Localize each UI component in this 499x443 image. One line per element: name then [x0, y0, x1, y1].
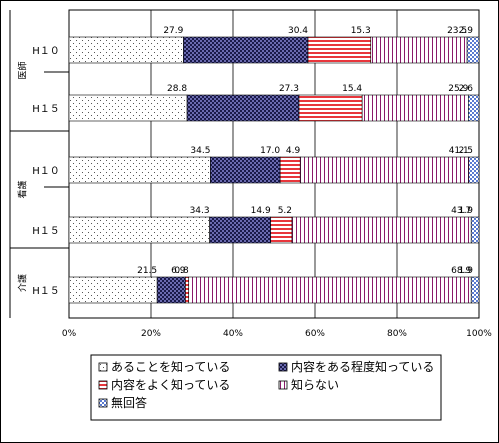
data-label: 34.3 [190, 206, 210, 216]
data-label: 2.6 [459, 84, 474, 94]
data-label: 21.5 [137, 266, 157, 276]
legend-label: 知らない [291, 378, 339, 392]
data-label: 6.9 [171, 266, 186, 276]
group-label: 医師 [17, 61, 29, 79]
data-label: 15.3 [351, 26, 371, 36]
bar-segment [209, 216, 272, 244]
bar-segment [188, 276, 472, 304]
legend-swatch [98, 362, 108, 372]
legend-swatch [98, 380, 108, 390]
bar-segment [186, 94, 300, 122]
row-label: H１０ [32, 166, 60, 177]
legend-label: 内容をある程度知っている [291, 359, 434, 374]
bar-segment [68, 156, 211, 184]
bar-segment [291, 216, 472, 244]
x-tick-label: 100% [466, 329, 492, 339]
data-label: 1.9 [459, 266, 474, 276]
legend-box [90, 354, 442, 421]
bar-segment [156, 276, 186, 304]
data-label: 28.8 [167, 84, 187, 94]
group-label: 看護 [17, 180, 29, 198]
bar-segment [68, 276, 158, 304]
x-tick-label: 0% [62, 329, 77, 339]
bar-segment [470, 276, 480, 304]
bar-segment [185, 276, 190, 304]
data-label: 17.0 [260, 146, 280, 156]
row-label: H１５ [32, 286, 60, 297]
data-label: 1.9 [459, 206, 474, 216]
legend-label: 内容をよく知っている [111, 377, 230, 392]
bar-segment [361, 94, 469, 122]
legend-label: 無回答 [111, 395, 147, 410]
bar-segment [298, 94, 363, 122]
data-label: 15.4 [342, 84, 362, 94]
bar-segment [210, 156, 281, 184]
x-tick-label: 80% [387, 329, 407, 339]
bar-segment [270, 216, 293, 244]
data-label: 34.5 [190, 146, 210, 156]
bar-segment [468, 156, 480, 184]
row-label: H１０ [32, 46, 60, 57]
data-label: 14.9 [251, 206, 271, 216]
data-label: 4.9 [286, 146, 301, 156]
bar-segment [468, 94, 480, 122]
data-label: 41.1 [449, 146, 469, 156]
bar-segment [299, 156, 470, 184]
row-label: H１５ [32, 104, 60, 115]
bar-segment [470, 216, 480, 244]
x-tick-label: 60% [305, 329, 325, 339]
data-label: 5.2 [278, 206, 292, 216]
data-label: 30.4 [288, 26, 308, 36]
bar-segment [68, 216, 210, 244]
x-tick-label: 20% [141, 329, 161, 339]
legend-label: あることを知っている [111, 360, 230, 374]
legend-swatch [98, 398, 108, 408]
bar-segment [307, 36, 372, 64]
data-label: 43.7 [451, 206, 471, 216]
row-label: H１５ [32, 226, 60, 237]
legend-swatch [278, 362, 288, 372]
data-label: 0.8 [174, 266, 189, 276]
data-label: 27.3 [279, 84, 299, 94]
bar-segment [466, 36, 480, 64]
legend-swatch [278, 380, 288, 390]
bar-segment [68, 94, 188, 122]
data-label: 2.9 [459, 26, 474, 36]
data-label: 2.5 [459, 146, 473, 156]
data-label: 27.9 [163, 26, 183, 36]
bar-segment [279, 156, 301, 184]
bar-segment [183, 36, 309, 64]
data-label: 25.9 [448, 84, 468, 94]
bars: 27.9 30.4 15.3 23.52.9 28.8 27.3 15.4 25.92.6 34… [68, 26, 480, 304]
bar-segment [370, 36, 468, 64]
data-label: 23.5 [447, 26, 467, 36]
data-label: 68.9 [451, 266, 471, 276]
x-tick-label: 40% [223, 329, 243, 339]
bar-segment [68, 36, 184, 64]
group-label: 介護 [17, 274, 29, 292]
